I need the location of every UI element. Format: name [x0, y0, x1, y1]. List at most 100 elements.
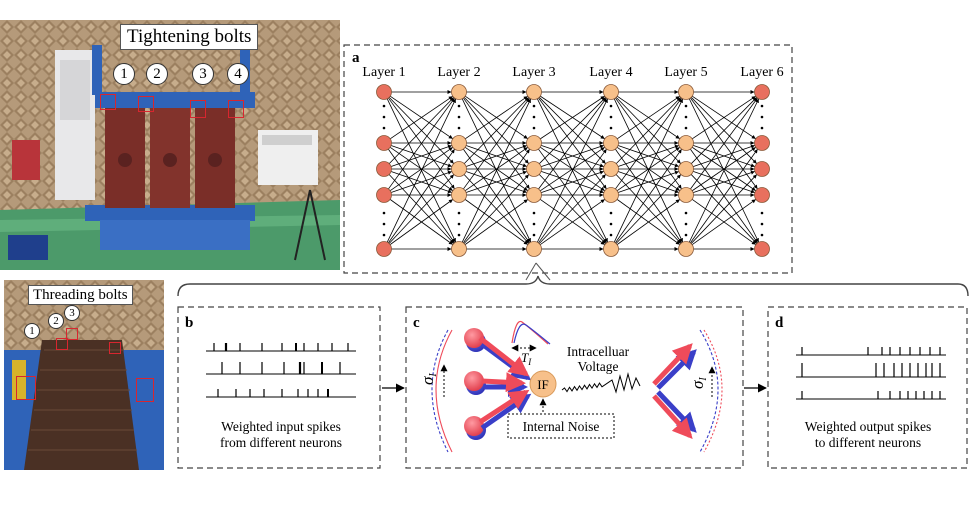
panel-b-frame — [177, 306, 381, 469]
ellipsis-dot — [382, 211, 386, 215]
ellipsis-dot — [609, 222, 613, 226]
kernel-curve-blue — [513, 323, 551, 345]
network-edge — [617, 144, 680, 167]
zoom-line-left — [525, 262, 537, 281]
network-node — [526, 187, 542, 203]
input-noise-curve-red — [435, 329, 453, 453]
network-node — [526, 241, 542, 257]
ellipsis-dot — [609, 211, 613, 215]
network-edge — [464, 95, 529, 140]
network-edge — [463, 174, 530, 244]
network-edge — [616, 95, 681, 140]
ellipsis-dot — [609, 126, 613, 130]
voltage-label-1: Intracelluar — [567, 344, 630, 359]
thread-bolt-box-1 — [16, 376, 36, 400]
network-edge — [540, 95, 605, 140]
ellipsis-dot — [684, 233, 688, 237]
network-edge — [615, 174, 682, 244]
network-edge — [465, 144, 528, 167]
ellipsis-dot — [532, 104, 536, 108]
top-marker-1: 1 — [113, 63, 135, 85]
panel-c-label: c — [413, 315, 420, 331]
ellipsis-dot — [684, 104, 688, 108]
network-edge — [613, 98, 684, 243]
network-edge — [536, 98, 609, 243]
ellipsis-dot — [457, 115, 461, 119]
network-edge — [389, 95, 454, 140]
network-edge — [390, 170, 453, 193]
output-arrows — [652, 343, 697, 439]
network-node — [376, 241, 392, 257]
network-edge — [389, 146, 454, 192]
ellipsis-dot — [457, 211, 461, 215]
ellipsis-dot — [457, 222, 461, 226]
ellipsis-dot — [684, 126, 688, 130]
transformer-photo-bottom-drawing — [4, 280, 164, 470]
network-edge — [388, 97, 455, 190]
network-node — [678, 161, 694, 177]
panel-d-caption-2: to different neurons — [815, 435, 921, 450]
thread-bolt-box-3 — [66, 328, 78, 340]
panel-b-caption-2: from different neurons — [220, 435, 342, 450]
network-edge — [615, 97, 682, 164]
ellipsis-dot — [382, 222, 386, 226]
network-edge — [463, 97, 530, 164]
network-node — [678, 84, 694, 100]
bottom-marker-2: 2 — [48, 313, 64, 329]
thread-bolt-box-4 — [136, 378, 154, 402]
network-edge — [616, 146, 681, 192]
ellipsis-dot — [532, 233, 536, 237]
panel-d-label: d — [775, 315, 784, 331]
network-edges — [386, 90, 760, 251]
ellipsis-dot — [382, 104, 386, 108]
zoom-brace — [177, 275, 969, 297]
network-edge — [464, 199, 529, 245]
bolt-box-1 — [100, 94, 116, 110]
if-neuron-label: IF — [537, 377, 549, 392]
network-edge — [688, 98, 760, 243]
ellipsis-dot — [684, 115, 688, 119]
ellipsis-dot — [609, 233, 613, 237]
network-node — [754, 241, 770, 257]
ellipsis-dot — [760, 126, 764, 130]
transformer-photo-top-drawing — [0, 20, 340, 270]
network-node — [678, 241, 694, 257]
network-edge — [616, 199, 681, 245]
ellipsis-dot — [609, 115, 613, 119]
panel-d-caption-1: Weighted output spikes — [805, 419, 931, 434]
output-noise-curve-blue — [699, 329, 719, 453]
panel-b-caption-1: Weighted input spikes — [221, 419, 341, 434]
network-node — [451, 135, 467, 151]
top-marker-2: 2 — [146, 63, 168, 85]
thread-bolt-box-2 — [56, 338, 68, 350]
ellipsis-dot — [457, 233, 461, 237]
threading-bolts-label: Threading bolts — [28, 285, 133, 305]
network-node — [603, 187, 619, 203]
network-edge — [388, 174, 455, 244]
network-edge — [615, 148, 682, 244]
network-node — [526, 135, 542, 151]
thread-bolt-box-5 — [109, 342, 121, 354]
network-edge — [388, 97, 455, 164]
output-spike-trains — [796, 347, 946, 400]
tau-label: TI — [521, 350, 532, 367]
network-edge — [389, 199, 454, 245]
network-edge — [390, 144, 453, 167]
network-edge — [690, 97, 758, 190]
bolt-box-2 — [138, 96, 154, 112]
sigma-in-label: σI — [418, 373, 439, 385]
network-edge — [690, 148, 758, 244]
network-node — [376, 187, 392, 203]
voltage-label-2: Voltage — [578, 359, 619, 374]
network-edge — [465, 170, 528, 193]
ellipsis-dot — [532, 211, 536, 215]
ellipsis-dot — [609, 104, 613, 108]
ellipsis-dot — [760, 233, 764, 237]
network-edge — [692, 170, 756, 193]
top-marker-4: 4 — [227, 63, 249, 85]
network-edge — [463, 97, 530, 190]
ellipsis-dot — [532, 222, 536, 226]
layer-labels: Layer 1 Layer 2 Layer 3 Layer 4 Layer 5 Layer… — [362, 65, 783, 80]
network-edge — [388, 148, 455, 244]
network-node — [526, 161, 542, 177]
